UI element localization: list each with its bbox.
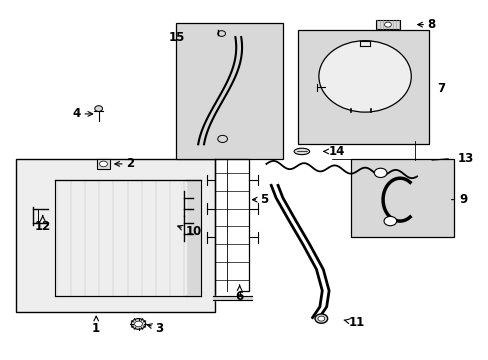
Text: 14: 14 [323,145,345,158]
Bar [176,23,283,158]
Text: 11: 11 [343,316,364,329]
Circle shape [217,31,225,36]
Bar [97,159,110,169]
Text: 3: 3 [147,322,163,335]
Bar [297,30,428,144]
Circle shape [134,321,142,327]
Bar [351,158,453,237]
Polygon shape [212,296,251,300]
Text: 5: 5 [252,193,267,206]
Text: 15: 15 [168,31,184,44]
Text: 8: 8 [417,18,435,31]
Text: 9: 9 [458,193,467,206]
Polygon shape [186,180,201,296]
Bar [375,20,399,29]
Text: 13: 13 [457,152,473,165]
Circle shape [131,319,145,329]
Text: 2: 2 [115,157,134,170]
Text: 10: 10 [178,225,201,238]
Circle shape [95,106,102,111]
Circle shape [100,161,107,167]
Circle shape [384,22,390,27]
Bar [16,158,215,312]
Polygon shape [55,180,186,296]
Circle shape [383,216,396,226]
Circle shape [217,135,227,143]
Text: 7: 7 [436,82,445,95]
Text: 12: 12 [35,216,51,233]
Circle shape [373,168,386,177]
Ellipse shape [293,148,309,155]
Text: 4: 4 [73,107,93,120]
Text: 1: 1 [92,316,100,335]
Ellipse shape [318,41,410,112]
Circle shape [314,314,327,323]
Circle shape [317,316,324,321]
Text: 6: 6 [235,285,243,303]
